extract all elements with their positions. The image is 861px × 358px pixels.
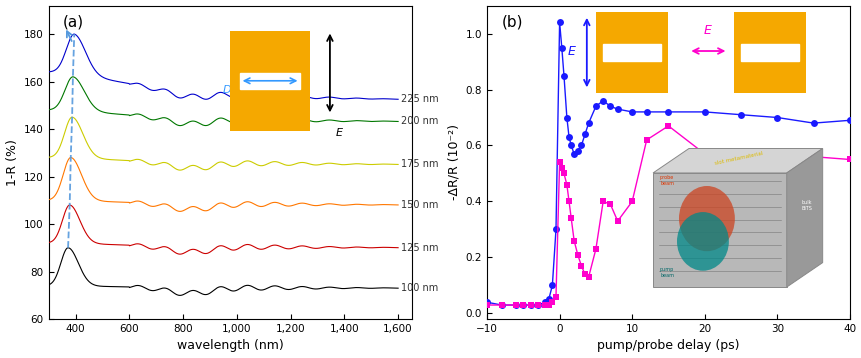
- X-axis label: pump/probe delay (ps): pump/probe delay (ps): [597, 339, 739, 352]
- Text: 150 nm: 150 nm: [400, 200, 437, 210]
- Text: $E$: $E$: [702, 24, 712, 37]
- Text: $E$: $E$: [567, 44, 577, 58]
- Text: $D$: $D$: [221, 83, 232, 95]
- Y-axis label: 1-R (%): 1-R (%): [5, 139, 19, 186]
- Text: 200 nm: 200 nm: [400, 116, 437, 126]
- Text: 100 nm: 100 nm: [400, 283, 437, 293]
- Text: 125 nm: 125 nm: [400, 243, 437, 253]
- Text: (a): (a): [63, 15, 84, 30]
- Text: $E$: $E$: [335, 126, 344, 138]
- Text: 225 nm: 225 nm: [400, 94, 438, 104]
- Y-axis label: -ΔR/R (10⁻²): -ΔR/R (10⁻²): [447, 124, 460, 200]
- X-axis label: wavelength (nm): wavelength (nm): [177, 339, 283, 352]
- Text: (b): (b): [501, 15, 523, 30]
- Text: 175 nm: 175 nm: [400, 159, 437, 169]
